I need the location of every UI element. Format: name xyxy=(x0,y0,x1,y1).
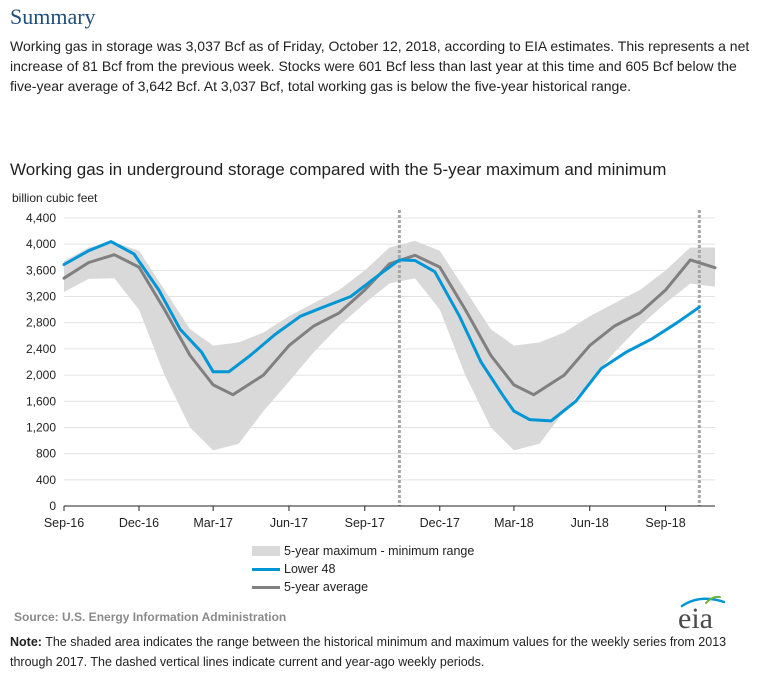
y-tick-label: 2,400 xyxy=(26,342,56,356)
range-band-layer xyxy=(64,240,715,451)
y-tick-label: 4,000 xyxy=(26,237,56,251)
y-tick-label: 2,000 xyxy=(26,368,56,382)
x-tick-label: Jun-18 xyxy=(571,516,609,530)
summary-text: Working gas in storage was 3,037 Bcf as … xyxy=(10,38,750,94)
y-tick-label: 2,800 xyxy=(26,316,56,330)
y-tick-label: 3,600 xyxy=(26,263,56,277)
note-body: The shaded area indicates the range betw… xyxy=(10,635,727,669)
axes: 0 400 800 1,200 1,600 2,000 2,400 2,800 3,200 3,6… xyxy=(26,211,715,530)
source-text: Source: U.S. Energy Information Administ… xyxy=(14,610,287,624)
legend-label-lower48: Lower 48 xyxy=(284,562,336,576)
x-tick-label: Sep-17 xyxy=(345,516,385,530)
x-tick-label: Jun-17 xyxy=(270,516,308,530)
x-tick-label: Dec-17 xyxy=(420,516,460,530)
eia-logo: eia xyxy=(678,595,726,632)
y-tick-label: 1,600 xyxy=(26,394,56,408)
x-tick-label: Mar-17 xyxy=(193,516,233,530)
note-label: Note: xyxy=(10,635,42,649)
x-tick-label: Mar-18 xyxy=(494,516,534,530)
legend-item-average: 5-year average xyxy=(252,578,474,596)
series-line-average xyxy=(62,253,717,397)
chart-title: Working gas in underground storage compa… xyxy=(10,160,667,179)
legend-label-range: 5-year maximum - minimum range xyxy=(284,544,475,558)
x-tick-label: Dec-16 xyxy=(119,516,159,530)
y-axis-label: billion cubic feet xyxy=(12,191,98,205)
summary-heading: Summary xyxy=(10,4,96,29)
y-tick-label: 800 xyxy=(36,447,56,461)
eia-logo-text: eia xyxy=(678,602,713,632)
x-tick-label: Sep-16 xyxy=(44,516,84,530)
series-line-lower48 xyxy=(62,240,701,423)
note-text: Note: The shaded area indicates the rang… xyxy=(10,632,758,672)
y-tick-label: 4,400 xyxy=(26,211,56,225)
legend-swatch-average xyxy=(252,585,280,589)
legend-swatch-range xyxy=(252,546,280,556)
y-tick-label: 0 xyxy=(49,499,56,513)
range-band xyxy=(64,240,715,451)
legend-item-range: 5-year maximum - minimum range xyxy=(252,542,474,560)
y-tick-label: 1,200 xyxy=(26,420,56,434)
chart-legend: 5-year maximum - minimum range Lower 48 … xyxy=(252,542,474,596)
legend-item-lower48: Lower 48 xyxy=(252,560,474,578)
legend-swatch-lower48 xyxy=(252,567,280,571)
legend-label-average: 5-year average xyxy=(284,580,369,594)
storage-chart: billion cubic feet 0 400 800 1,200 1,600 2,00… xyxy=(12,191,717,530)
y-tick-label: 3,200 xyxy=(26,290,56,304)
vertical-markers xyxy=(397,210,701,506)
x-tick-label: Sep-18 xyxy=(645,516,685,530)
y-tick-label: 400 xyxy=(36,473,56,487)
series-lines xyxy=(62,240,717,423)
